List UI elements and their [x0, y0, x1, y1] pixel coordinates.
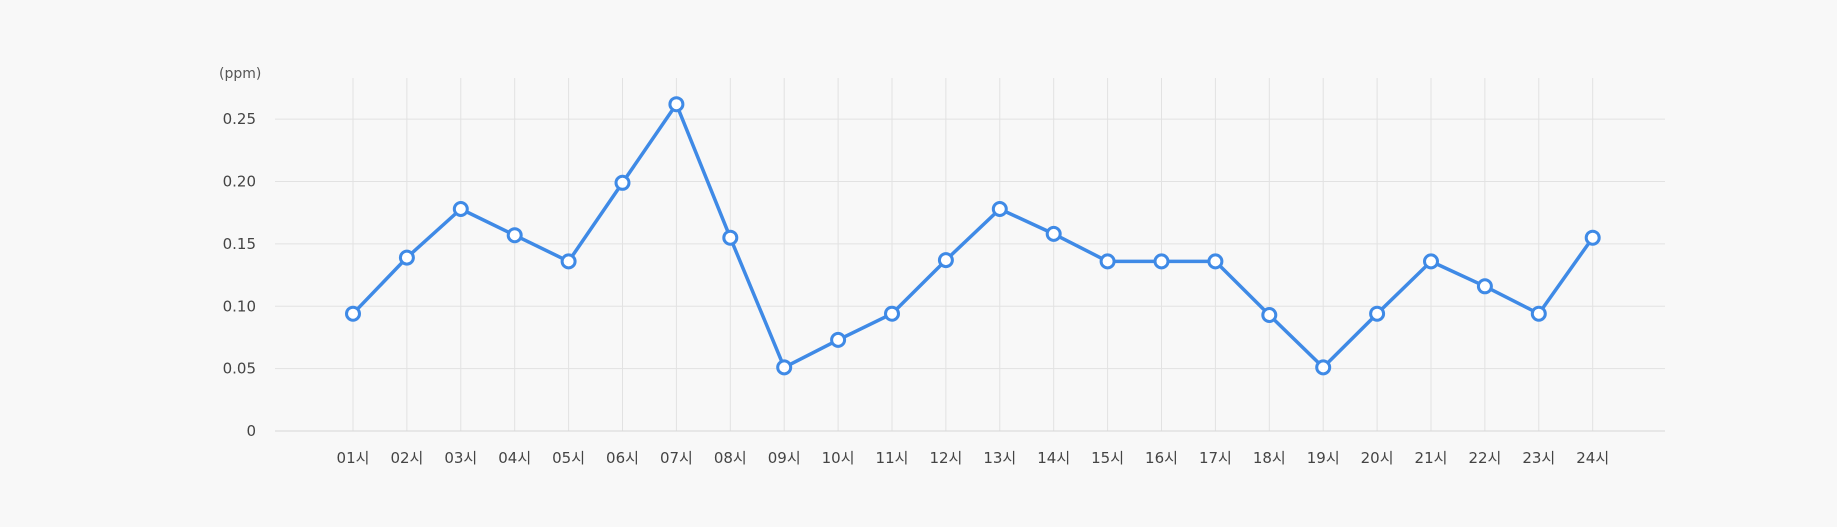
y-tick-label: 0: [246, 422, 256, 440]
x-tick-label: 15시: [1091, 449, 1124, 467]
data-point[interactable]: [1045, 225, 1062, 242]
data-point[interactable]: [560, 253, 577, 270]
x-tick-label: 07시: [660, 449, 693, 467]
x-tick-label: 08시: [714, 449, 747, 467]
x-tick-label: 09시: [768, 449, 801, 467]
grid: [275, 78, 1665, 431]
data-point[interactable]: [991, 201, 1008, 217]
data-point[interactable]: [1261, 307, 1278, 323]
data-point[interactable]: [452, 201, 469, 217]
y-tick-label: 0.20: [223, 173, 256, 191]
x-tick-label: 19시: [1307, 449, 1340, 467]
x-tick-label: 21시: [1415, 449, 1448, 467]
series-line: [351, 102, 1595, 370]
x-tick-label: 01시: [337, 449, 370, 467]
x-tick-label: 20시: [1361, 449, 1394, 467]
data-point[interactable]: [1476, 278, 1493, 295]
x-tick-label: 05시: [552, 449, 585, 467]
x-tick-label: 17시: [1199, 449, 1232, 467]
tick-labels: (ppm) 0 0.05 0.10 0.15 0.20 0.25 01시 02시 03시 04시 0…: [219, 66, 1609, 467]
x-tick-label: 04시: [498, 449, 531, 467]
data-point[interactable]: [937, 252, 954, 269]
data-point[interactable]: [1584, 229, 1601, 246]
y-tick-label: 0.25: [223, 110, 256, 128]
x-tick-label: 11시: [876, 449, 909, 467]
x-tick-label: 03시: [444, 449, 477, 467]
x-tick-label: 10시: [822, 449, 855, 467]
data-point[interactable]: [830, 331, 847, 348]
data-point[interactable]: [1153, 253, 1170, 270]
data-point[interactable]: [345, 305, 361, 322]
x-tick-label: 13시: [983, 449, 1016, 467]
data-point[interactable]: [506, 227, 523, 244]
x-tick-label: 16시: [1145, 449, 1178, 467]
series: [345, 96, 1601, 376]
y-axis-unit-label: (ppm): [219, 66, 261, 82]
y-tick-label: 0.05: [223, 360, 256, 378]
x-tick-label: 22시: [1468, 449, 1501, 467]
data-point[interactable]: [614, 174, 631, 191]
data-point[interactable]: [722, 229, 739, 246]
x-tick-label: 14시: [1037, 449, 1070, 467]
data-point[interactable]: [668, 96, 685, 113]
x-tick-label: 06시: [606, 449, 639, 467]
data-point[interactable]: [398, 249, 415, 266]
data-point[interactable]: [1423, 253, 1439, 270]
data-point[interactable]: [1099, 253, 1116, 270]
data-point[interactable]: [1369, 305, 1386, 322]
y-tick-label: 0.10: [223, 297, 256, 315]
x-tick-label: 24시: [1576, 449, 1609, 467]
x-tick-label: 02시: [390, 449, 423, 467]
data-point[interactable]: [1530, 305, 1547, 322]
y-tick-label: 0.15: [223, 235, 256, 253]
data-point[interactable]: [1207, 253, 1224, 270]
data-point[interactable]: [1315, 359, 1332, 376]
x-tick-label: 18시: [1253, 449, 1286, 467]
data-point[interactable]: [776, 359, 793, 376]
x-tick-label: 23시: [1522, 449, 1555, 467]
x-tick-label: 12시: [929, 449, 962, 467]
data-point[interactable]: [884, 305, 900, 322]
